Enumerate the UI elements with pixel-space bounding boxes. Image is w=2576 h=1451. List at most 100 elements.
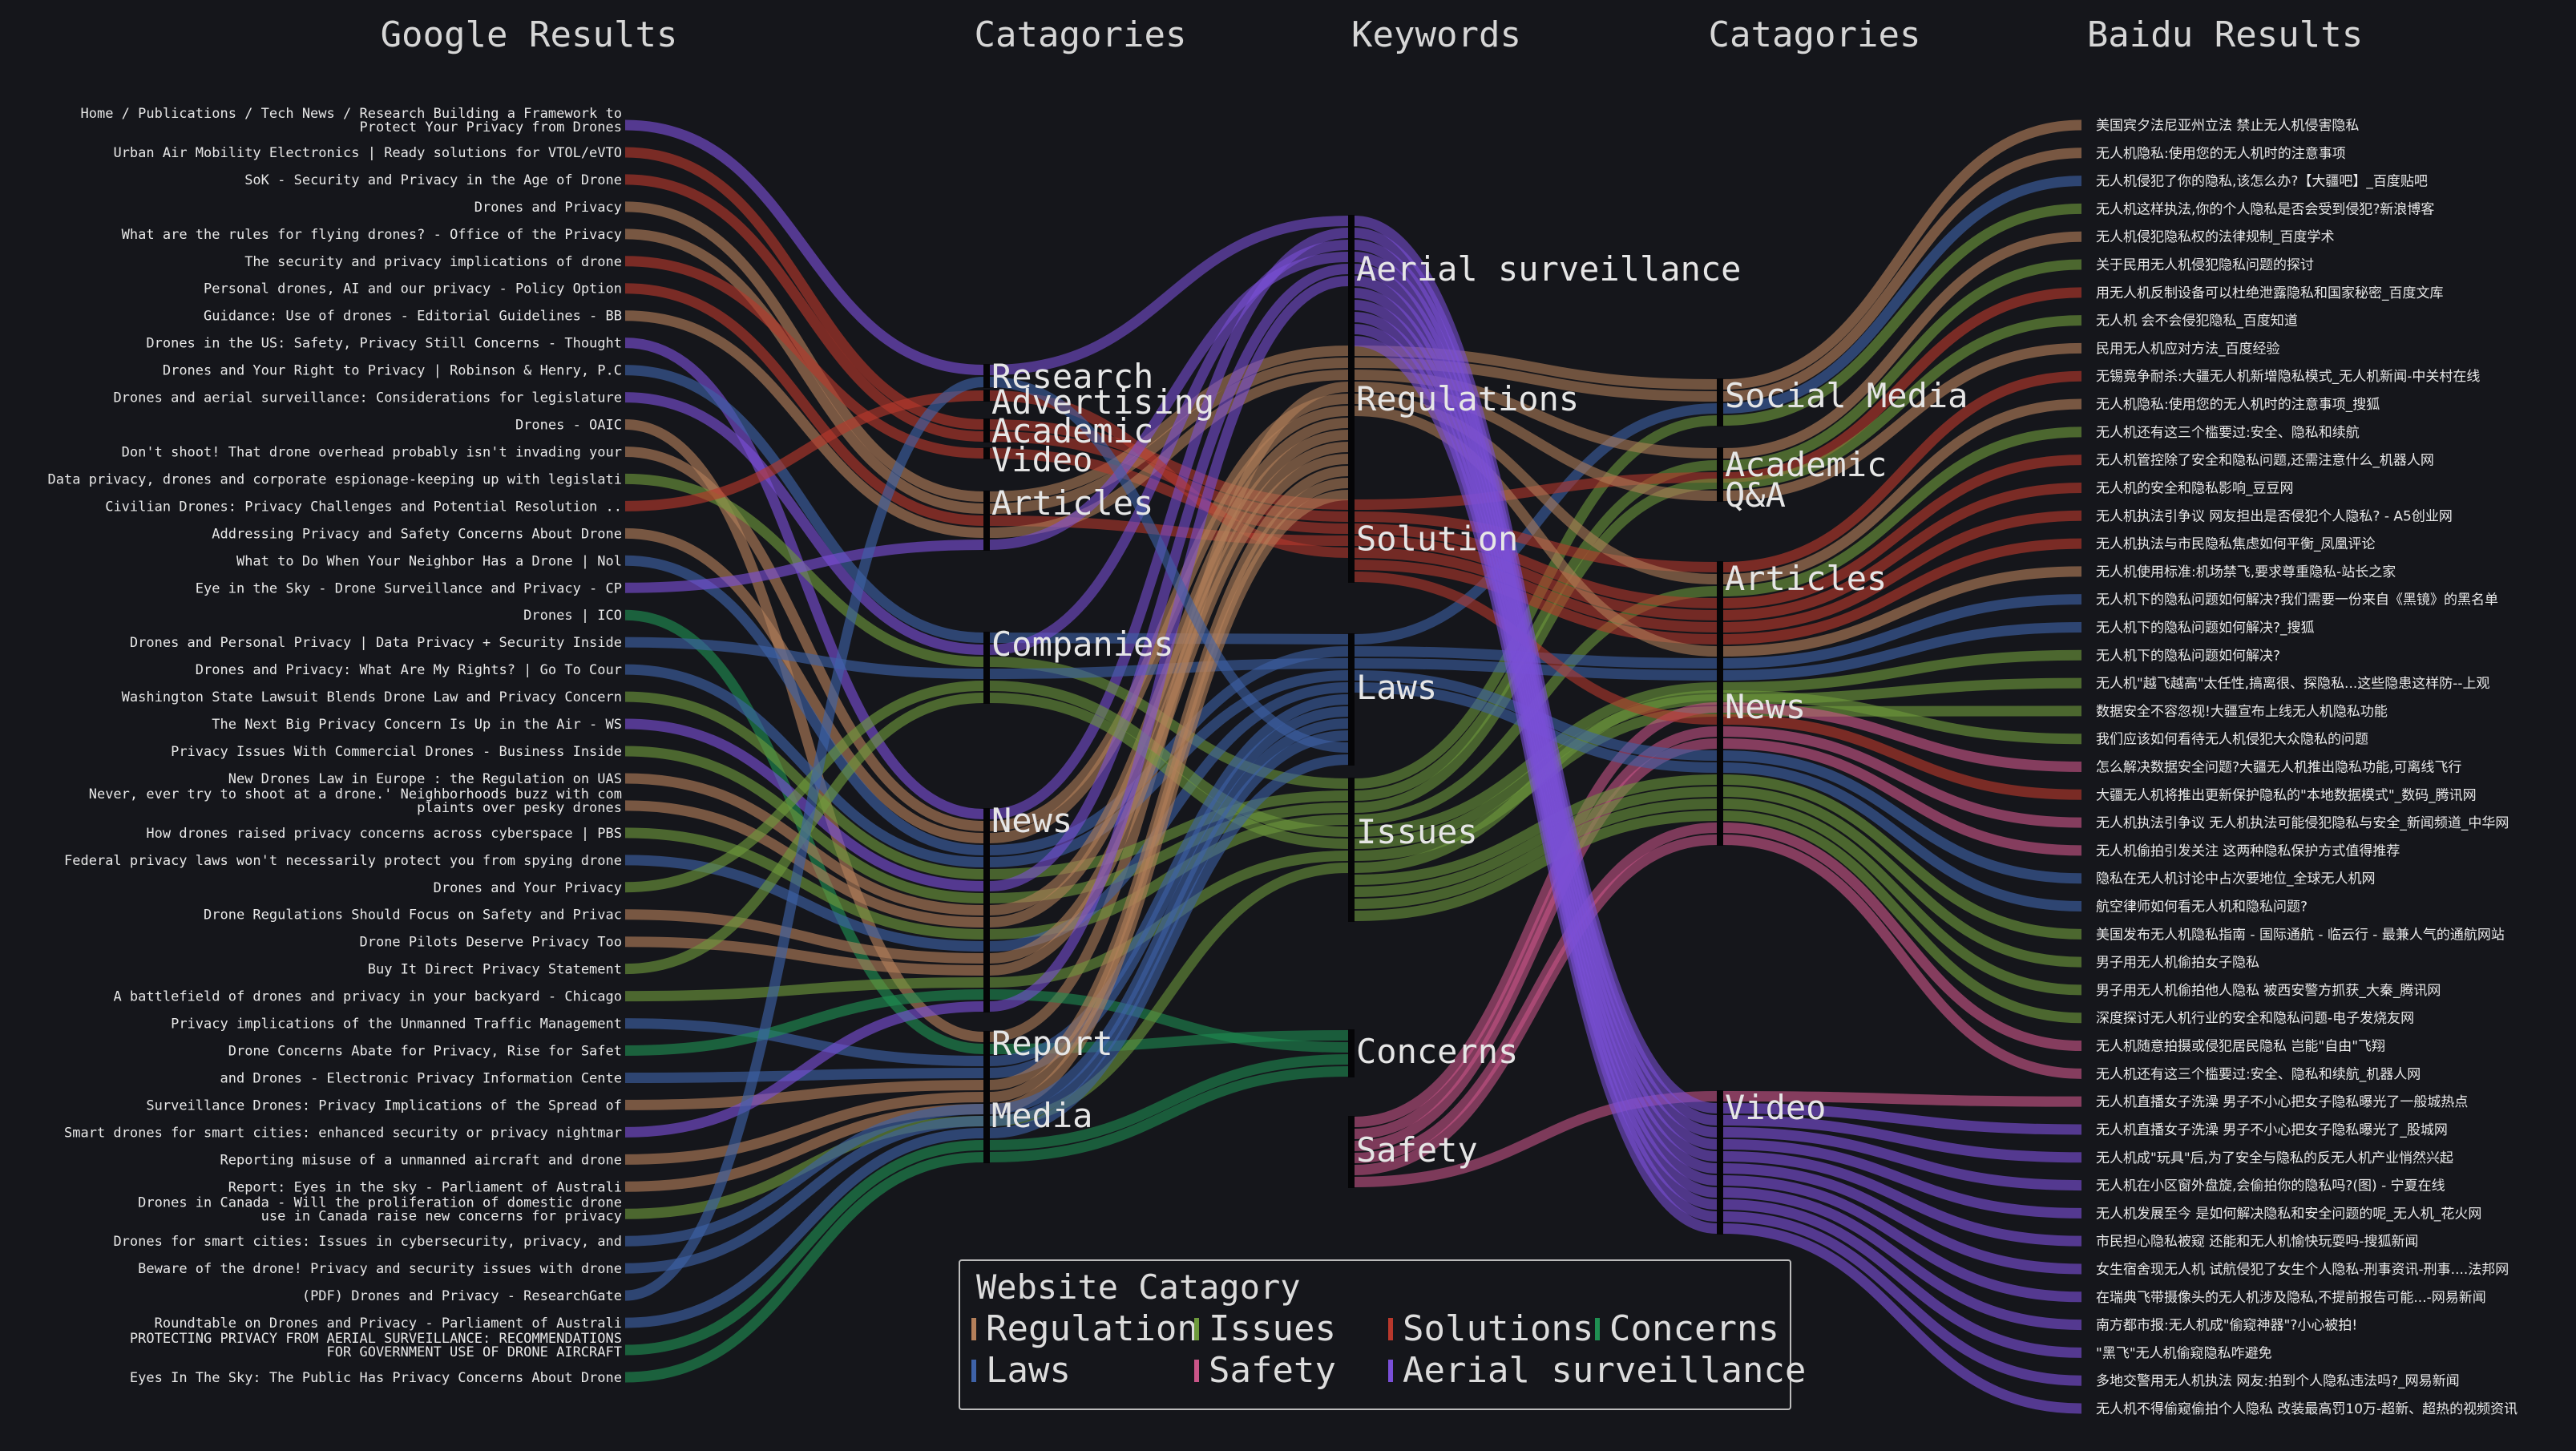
baidu-result-label[interactable]: 多地交警用无人机执法 网友:拍到个人隐私违法吗?_网易新闻 [2096, 1373, 2460, 1389]
baidu-result-label[interactable]: 我们应该如何看待无人机侵犯大众隐私的问题 [2096, 732, 2368, 748]
baidu-result-label[interactable]: 无人机侵犯了你的隐私,该怎么办?【大疆吧】_百度贴吧 [2096, 174, 2428, 190]
baidu-result-label[interactable]: 关于民用无人机侵犯隐私问题的探讨 [2096, 257, 2314, 273]
google-flow [624, 855, 984, 952]
google-result-label[interactable]: What are the rules for flying drones? - … [122, 227, 622, 243]
baidu-result-label[interactable]: 无锡竟争耐杀:大疆无人机新增隐私模式_无人机新闻-中关村在线 [2096, 369, 2480, 385]
google-result-label[interactable]: Addressing Privacy and Safety Concerns A… [212, 526, 622, 542]
google-result-label[interactable]: SoK - Security and Privacy in the Age of… [244, 172, 622, 188]
baidu-result-label[interactable]: 南方都市报:无人机成"偷窥神器"?小心被拍! [2096, 1318, 2357, 1334]
google-result-label[interactable]: A battlefield of drones and privacy in y… [113, 989, 622, 1005]
google-result-label[interactable]: Never, ever try to shoot at a drone.' Ne… [89, 786, 622, 816]
google-result-label[interactable]: PROTECTING PRIVACY FROM AERIAL SURVEILLA… [130, 1331, 622, 1360]
keyword-to-category-flow [1354, 406, 1718, 657]
google-result-label[interactable]: Drone Concerns Abate for Privacy, Rise f… [228, 1044, 622, 1060]
baidu-result-label[interactable]: 无人机随意拍摄或侵犯居民隐私 岂能"自由"飞翔 [2096, 1039, 2385, 1055]
baidu-result-label[interactable]: 民用无人机应对方法_百度经验 [2096, 341, 2280, 357]
google-flow [624, 1140, 984, 1356]
google-result-label[interactable]: Data privacy, drones and corporate espio… [48, 471, 622, 487]
google-result-label[interactable]: Reporting misuse of a unmanned aircraft … [220, 1152, 622, 1168]
google-result-label[interactable]: Drones and aerial surveillance: Consider… [113, 390, 622, 406]
google-result-label[interactable]: Guidance: Use of drones - Editorial Guid… [204, 309, 622, 325]
google-result-label[interactable]: Eyes In The Sky: The Public Has Privacy … [130, 1370, 622, 1386]
google-result-label[interactable]: Drones in Canada - Will the proliferatio… [138, 1194, 622, 1224]
baidu-result-label[interactable]: 无人机使用标准:机场禁飞,要求尊重隐私-站长之家 [2096, 564, 2396, 580]
baidu-result-label[interactable]: 无人机的安全和隐私影响_豆豆网 [2096, 480, 2294, 496]
google-result-label[interactable]: Drones and Privacy: What Are My Rights? … [196, 662, 622, 678]
baidu-result-label[interactable]: 无人机侵犯隐私权的法律规制_百度学术 [2096, 229, 2335, 245]
google-result-label[interactable]: How drones raised privacy concerns acros… [146, 826, 622, 842]
google-result-label[interactable]: Smart drones for smart cities: enhanced … [64, 1125, 622, 1141]
baidu-result-label[interactable]: "黑飞"无人机偷窥隐私咋避免 [2096, 1345, 2272, 1361]
google-result-label[interactable]: (PDF) Drones and Privacy - ResearchGate [302, 1288, 622, 1304]
google-result-label[interactable]: Privacy Issues With Commercial Drones - … [171, 744, 622, 760]
baidu-result-label[interactable]: 无人机不得偷窥偷拍个人隐私 改装最高罚10万-超新、超热的视频资讯 [2096, 1401, 2517, 1417]
google-result-label[interactable]: Drone Regulations Should Focus on Safety… [204, 907, 622, 924]
baidu-result-label[interactable]: 无人机隐私:使用您的无人机时的注意事项 [2096, 145, 2346, 162]
baidu-result-label[interactable]: 无人机执法引争议 无人机执法可能侵犯隐私与安全_新闻频道_中华网 [2096, 815, 2509, 831]
baidu-result-label[interactable]: 无人机管控除了安全和隐私问题,还需注意什么_机器人网 [2096, 453, 2434, 469]
baidu-result-label[interactable]: 无人机发展至今 是如何解决隐私和安全问题的呢_无人机_花火网 [2096, 1206, 2481, 1222]
baidu-result-label[interactable]: 无人机直播女子洗澡 男子不小心把女子隐私曝光了_股城网 [2096, 1122, 2448, 1138]
baidu-result-label[interactable]: 美国发布无人机隐私指南 - 国际通航 - 临云行 - 最兼人气的通航网站 [2096, 927, 2505, 943]
baidu-result-label[interactable]: 美国宾夕法尼亚州立法 禁止无人机侵害隐私 [2096, 118, 2359, 134]
google-result-label[interactable]: Federal privacy laws won't necessarily p… [64, 853, 622, 869]
google-result-label[interactable]: Roundtable on Drones and Privacy - Parli… [155, 1316, 622, 1332]
google-result-label[interactable]: Home / Publications / Tech News / Resear… [80, 106, 622, 135]
baidu-result-label[interactable]: 大疆无人机将推出更新保护隐私的"本地数据模式"_数码_腾讯网 [2096, 787, 2477, 803]
baidu-result-label[interactable]: 男子用无人机偷拍女子隐私 [2096, 955, 2259, 971]
baidu-result-label[interactable]: 无人机偷拍引发关注 这两种隐私保护方式值得推荐 [2096, 843, 2400, 859]
google-result-label[interactable]: Drones - OAIC [515, 418, 622, 434]
google-result-label[interactable]: Surveillance Drones: Privacy Implication… [146, 1097, 622, 1114]
baidu-result-label[interactable]: 无人机"越飞越高"太任性,搞离很、探隐私...这些隐患这样防--上观 [2096, 676, 2490, 692]
baidu-result-label[interactable]: 航空律师如何看无人机和隐私问题? [2096, 899, 2307, 915]
google-result-label-line: Drones and Personal Privacy | Data Priva… [130, 635, 622, 651]
baidu-result-label[interactable]: 隐私在无人机讨论中占次要地位_全球无人机网 [2096, 871, 2376, 887]
baidu-result-label[interactable]: 深度探讨无人机行业的安全和隐私问题-电子发烧友网 [2096, 1011, 2414, 1027]
google-result-label[interactable]: Drones for smart cities: Issues in cyber… [113, 1234, 622, 1250]
baidu-result-label[interactable]: 数据安全不容忽视!大疆宣布上线无人机隐私功能 [2096, 704, 2388, 720]
google-result-label[interactable]: Privacy implications of the Unmanned Tra… [171, 1017, 622, 1033]
baidu-result-label[interactable]: 无人机执法引争议 网友担出是否侵犯个人隐私? - A5创业网 [2096, 508, 2453, 524]
baidu-result-label[interactable]: 无人机下的隐私问题如何解决?我们需要一份来自《黑镜》的黑名单 [2096, 592, 2498, 608]
google-result-label[interactable]: New Drones Law in Europe : the Regulatio… [228, 771, 622, 787]
baidu-result-label[interactable]: 无人机还有这三个槛要过:安全、隐私和续航_机器人网 [2096, 1066, 2421, 1082]
baidu-result-label[interactable]: 无人机这样执法,你的个人隐私是否会受到侵犯?新浪博客 [2096, 201, 2434, 217]
google-result-label[interactable]: Buy It Direct Privacy Statement [368, 962, 622, 978]
google-result-label[interactable]: Personal drones, AI and our privacy - Po… [204, 281, 622, 297]
baidu-result-label[interactable]: 无人机 会不会侵犯隐私_百度知道 [2096, 313, 2298, 329]
google-result-label[interactable]: What to Do When Your Neighbor Has a Dron… [236, 553, 622, 569]
google-result-label[interactable]: Drones and Personal Privacy | Data Priva… [130, 635, 622, 651]
google-result-label[interactable]: Report: Eyes in the sky - Parliament of … [228, 1179, 622, 1195]
baidu-result-label[interactable]: 用无人机反制设备可以杜绝泄露隐私和国家秘密_百度文库 [2096, 285, 2444, 301]
baidu-result-label[interactable]: 无人机执法与市民隐私焦虑如何平衡_凤凰评论 [2096, 536, 2376, 552]
google-result-label[interactable]: Civilian Drones: Privacy Challenges and … [105, 499, 622, 515]
baidu-result-label[interactable]: 女生宿舍现无人机 试航侵犯了女生个人隐私-刑事资讯-刑事....法邦网 [2096, 1262, 2509, 1278]
google-result-label[interactable]: Drones in the US: Safety, Privacy Still … [146, 336, 622, 352]
google-result-label[interactable]: Drones and Privacy [474, 200, 622, 216]
baidu-result-label[interactable]: 无人机隐私:使用您的无人机时的注意事项_搜狐 [2096, 396, 2380, 413]
right-category-label-social-media: Social Media [1725, 376, 1968, 415]
baidu-result-label[interactable]: 怎么解决数据安全问题?大疆无人机推出隐私功能,可离线飞行 [2096, 760, 2461, 776]
baidu-result-label[interactable]: 无人机直播女子洗澡 男子不小心把女子隐私曝光了一般城热点 [2096, 1094, 2468, 1110]
google-result-label[interactable]: Beware of the drone! Privacy and securit… [138, 1261, 622, 1277]
google-result-label[interactable]: Eye in the Sky - Drone Surveillance and … [196, 580, 622, 596]
google-result-label[interactable]: Drones and Your Privacy [434, 880, 622, 896]
baidu-result-label[interactable]: 市民担心隐私被窥 还能和无人机愉快玩耍吗-搜狐新闻 [2096, 1234, 2419, 1250]
baidu-flow [1722, 1151, 2082, 1247]
google-result-label[interactable]: Drones and Your Right to Privacy | Robin… [163, 363, 622, 379]
baidu-result-label[interactable]: 无人机成"玩具"后,为了安全与隐私的反无人机产业悄然兴起 [2096, 1150, 2453, 1166]
google-result-label[interactable]: Don't shoot! That drone overhead probabl… [122, 444, 622, 460]
baidu-result-label[interactable]: 男子用无人机偷拍他人隐私 被西安警方抓获_大秦_腾讯网 [2096, 983, 2441, 999]
google-result-label[interactable]: The security and privacy implications of… [244, 254, 622, 270]
baidu-result-label[interactable]: 无人机还有这三个槛要过:安全、隐私和续航 [2096, 425, 2360, 441]
baidu-result-label[interactable]: 无人机下的隐私问题如何解决?_搜狐 [2096, 620, 2315, 636]
baidu-result-label[interactable]: 在瑞典飞带摄像头的无人机涉及隐私,不提前报告可能...-网易新闻 [2096, 1290, 2486, 1306]
google-result-label[interactable]: and Drones - Electronic Privacy Informat… [220, 1070, 622, 1086]
google-result-label[interactable]: The Next Big Privacy Concern Is Up in th… [212, 717, 622, 733]
google-result-label[interactable]: Washington State Lawsuit Blends Drone La… [122, 689, 622, 705]
google-result-label[interactable]: Urban Air Mobility Electronics | Ready s… [113, 145, 622, 161]
google-result-label[interactable]: Drones | ICO [523, 608, 622, 624]
baidu-result-label[interactable]: 无人机下的隐私问题如何解决? [2096, 648, 2280, 664]
baidu-result-label[interactable]: 无人机在小区窗外盘旋,会偷拍你的隐私吗?(图) - 宁夏在线 [2096, 1178, 2445, 1194]
google-result-label[interactable]: Drone Pilots Deserve Privacy Too [359, 935, 622, 951]
